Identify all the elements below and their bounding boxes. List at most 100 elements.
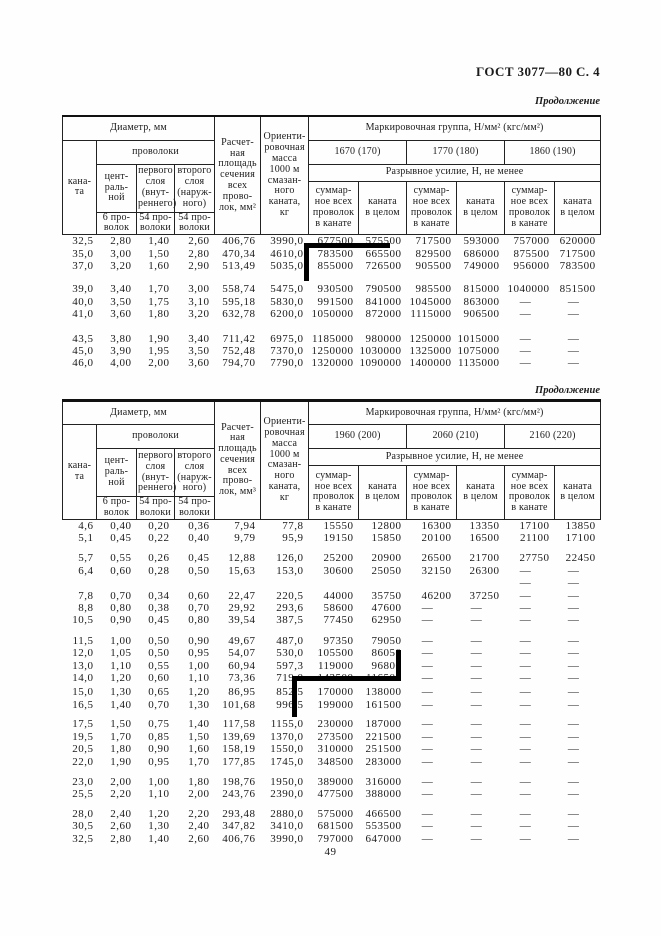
table-row: 10,5 0,90 0,45 0,80 39,54 387,5 77450 62950 — — — — xyxy=(63,614,601,626)
table-cell: 1040000 xyxy=(507,283,550,296)
whole-rope-header: каната в целом xyxy=(358,465,408,520)
table-cell: 749000 xyxy=(463,259,500,272)
table-cell: 0,85 xyxy=(148,730,170,743)
table-cell: 5,7 xyxy=(78,552,94,565)
table-cell: 22,47 xyxy=(228,589,256,602)
scan-artifact-line xyxy=(304,243,309,281)
table-cell: 14,0 xyxy=(72,672,94,685)
table-cell: — xyxy=(567,344,580,357)
table-cell: 28,0 xyxy=(72,807,94,820)
table-cell: 1320000 xyxy=(311,357,354,370)
table-cell: 126,0 xyxy=(276,552,304,565)
table-cell: — xyxy=(470,730,483,743)
table-cell: 852,5 xyxy=(276,686,304,699)
table-cell: — xyxy=(567,832,580,845)
table-cell xyxy=(137,577,175,589)
table-cell: — xyxy=(519,614,532,627)
table-cell: — xyxy=(519,807,532,820)
table-row: 12,0 1,05 0,50 0,95 54,07 530,0 105500 86050 — — —… xyxy=(63,647,601,659)
group-header-1960: 1960 (200) xyxy=(308,424,408,449)
table-cell: — xyxy=(567,634,580,647)
table-cell: — xyxy=(567,686,580,699)
table-cell: 3990,0 xyxy=(270,235,304,248)
table-cell: 575000 xyxy=(317,807,354,820)
table-cell: 0,40 xyxy=(110,519,132,532)
table-cell: — xyxy=(470,634,483,647)
table-cell: — xyxy=(421,743,434,756)
table-cell: — xyxy=(470,686,483,699)
table-cell: 0,50 xyxy=(148,647,170,660)
table-cell: 73,36 xyxy=(228,672,256,685)
table-body: 32,5 2,80 1,40 2,60 406,76 3990,0 677500 575500… xyxy=(63,235,601,370)
table-cell: 956000 xyxy=(513,259,550,272)
whole-rope-header: каната в целом xyxy=(358,180,408,236)
table-cell: 138000 xyxy=(365,686,402,699)
table-cell: 177,85 xyxy=(222,755,256,768)
table-cell: 0,95 xyxy=(148,755,170,768)
table-cell: 49,67 xyxy=(228,634,256,647)
table-cell: 632,78 xyxy=(222,308,256,321)
table-cell: 1,40 xyxy=(148,832,170,845)
table-cell: 757000 xyxy=(513,235,550,248)
table-cell: 2,40 xyxy=(188,820,210,833)
table-cell: — xyxy=(421,755,434,768)
table-cell: 158,19 xyxy=(222,743,256,756)
table-cell: 1,80 xyxy=(148,308,170,321)
table-cell: 558,74 xyxy=(222,283,256,296)
table-cell: — xyxy=(567,743,580,756)
table-cell: 1,60 xyxy=(148,259,170,272)
table-cell: — xyxy=(519,295,532,308)
table-cell: 1325000 xyxy=(409,344,452,357)
table-cell: — xyxy=(519,647,532,660)
table-row: 32,5 2,80 1,40 2,60 406,76 3990,0 797000 647000… xyxy=(63,833,601,845)
table-cell: 851500 xyxy=(559,283,596,296)
table-cell: — xyxy=(421,832,434,845)
table-row: 5,1 0,45 0,22 0,40 9,79 95,9 19150 15850 20100 16… xyxy=(63,532,601,544)
table-cell: 665500 xyxy=(365,247,402,260)
sum-wires-header: суммар- ное всех проволок в канате xyxy=(406,465,458,520)
table-cell: 6200,0 xyxy=(270,308,304,321)
table-cell: 0,50 xyxy=(148,634,170,647)
table-cell: 21700 xyxy=(469,552,500,565)
central-wire-count-header: 6 про- волок xyxy=(96,211,137,236)
table-cell: 1,90 xyxy=(110,755,132,768)
rope-column-header: кана- та xyxy=(62,139,97,236)
table-cell: 2,90 xyxy=(188,259,210,272)
table-cell: 17100 xyxy=(519,519,550,532)
table-cell: — xyxy=(567,308,580,321)
group-header-1860: 1860 (190) xyxy=(504,139,602,165)
table-cell: — xyxy=(421,730,434,743)
table-cell: 7,8 xyxy=(78,589,94,602)
table-cell: — xyxy=(519,672,532,685)
table-cell: 3,60 xyxy=(110,308,132,321)
table-row: 7,8 0,70 0,34 0,60 22,47 220,5 44000 35750 46200… xyxy=(63,590,601,602)
rope-spec-table-1: Диаметр, мм Расчет- ная площадь сечения … xyxy=(61,115,602,370)
table-cell: 1,10 xyxy=(148,788,170,801)
table-cell: 1045000 xyxy=(409,295,452,308)
table-cell: 41,0 xyxy=(72,308,94,321)
table-cell: 681500 xyxy=(317,820,354,833)
table-cell: 1550,0 xyxy=(270,743,304,756)
row-group-spacer xyxy=(63,627,601,635)
mass-header: Ориенти- ровочная масса 1000 м смазан- н… xyxy=(260,399,310,520)
group-header-2160: 2160 (220) xyxy=(504,424,602,449)
table-cell: — xyxy=(421,788,434,801)
group-header-2060: 2060 (210) xyxy=(406,424,506,449)
table-cell: 17,5 xyxy=(72,718,94,731)
table-cell: 29,92 xyxy=(228,602,256,615)
mass-header: Ориенти- ровочная масса 1000 м смазан- н… xyxy=(260,115,310,236)
diameter-header: Диаметр, мм xyxy=(61,399,216,425)
table-cell: — xyxy=(470,807,483,820)
table-cell: 1370,0 xyxy=(270,730,304,743)
table-cell: 44000 xyxy=(323,589,354,602)
table-cell: 3,20 xyxy=(188,308,210,321)
table-cell: 1135000 xyxy=(457,357,500,370)
table-cell: 293,6 xyxy=(276,602,304,615)
table-cell: 0,60 xyxy=(188,589,210,602)
central-wire-header: цент- раль- ной xyxy=(96,448,137,497)
table-cell: 1,70 xyxy=(188,755,210,768)
sum-wires-header: суммар- ное всех проволок в канате xyxy=(504,180,556,236)
table-cell: 905500 xyxy=(415,259,452,272)
table-cell: 1,10 xyxy=(188,672,210,685)
table-cell: 1400000 xyxy=(409,357,452,370)
